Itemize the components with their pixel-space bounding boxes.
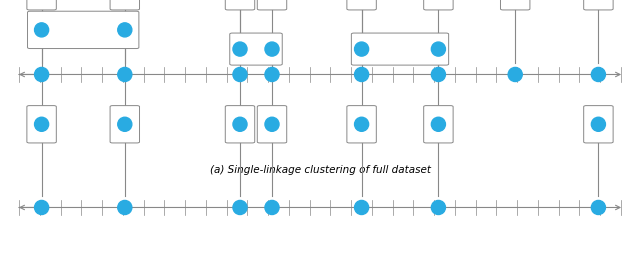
Ellipse shape	[591, 117, 605, 131]
Ellipse shape	[355, 68, 369, 81]
Ellipse shape	[118, 117, 132, 131]
Ellipse shape	[35, 117, 49, 131]
Ellipse shape	[355, 42, 369, 56]
FancyBboxPatch shape	[27, 0, 56, 10]
FancyBboxPatch shape	[28, 11, 139, 48]
Ellipse shape	[118, 68, 132, 81]
Ellipse shape	[35, 201, 49, 214]
Ellipse shape	[35, 68, 49, 81]
Ellipse shape	[265, 201, 279, 214]
Ellipse shape	[355, 201, 369, 214]
FancyBboxPatch shape	[500, 0, 530, 10]
FancyBboxPatch shape	[424, 0, 453, 10]
Ellipse shape	[591, 201, 605, 214]
Ellipse shape	[233, 117, 247, 131]
FancyBboxPatch shape	[110, 0, 140, 10]
FancyBboxPatch shape	[257, 0, 287, 10]
Ellipse shape	[265, 117, 279, 131]
Ellipse shape	[35, 23, 49, 37]
FancyBboxPatch shape	[225, 106, 255, 143]
FancyBboxPatch shape	[424, 106, 453, 143]
FancyBboxPatch shape	[584, 106, 613, 143]
Ellipse shape	[508, 68, 522, 81]
Ellipse shape	[355, 117, 369, 131]
Ellipse shape	[118, 23, 132, 37]
Text: (a) Single-linkage clustering of full dataset: (a) Single-linkage clustering of full da…	[209, 165, 431, 176]
FancyBboxPatch shape	[230, 33, 282, 65]
Ellipse shape	[265, 42, 279, 56]
Ellipse shape	[431, 42, 445, 56]
Ellipse shape	[118, 201, 132, 214]
Ellipse shape	[265, 68, 279, 81]
Ellipse shape	[431, 68, 445, 81]
FancyBboxPatch shape	[347, 0, 376, 10]
FancyBboxPatch shape	[110, 106, 140, 143]
Ellipse shape	[233, 201, 247, 214]
FancyBboxPatch shape	[225, 0, 255, 10]
FancyBboxPatch shape	[351, 33, 449, 65]
Ellipse shape	[233, 68, 247, 81]
Ellipse shape	[233, 42, 247, 56]
FancyBboxPatch shape	[584, 0, 613, 10]
Ellipse shape	[591, 68, 605, 81]
Ellipse shape	[431, 201, 445, 214]
FancyBboxPatch shape	[27, 106, 56, 143]
Ellipse shape	[431, 117, 445, 131]
FancyBboxPatch shape	[347, 106, 376, 143]
FancyBboxPatch shape	[257, 106, 287, 143]
